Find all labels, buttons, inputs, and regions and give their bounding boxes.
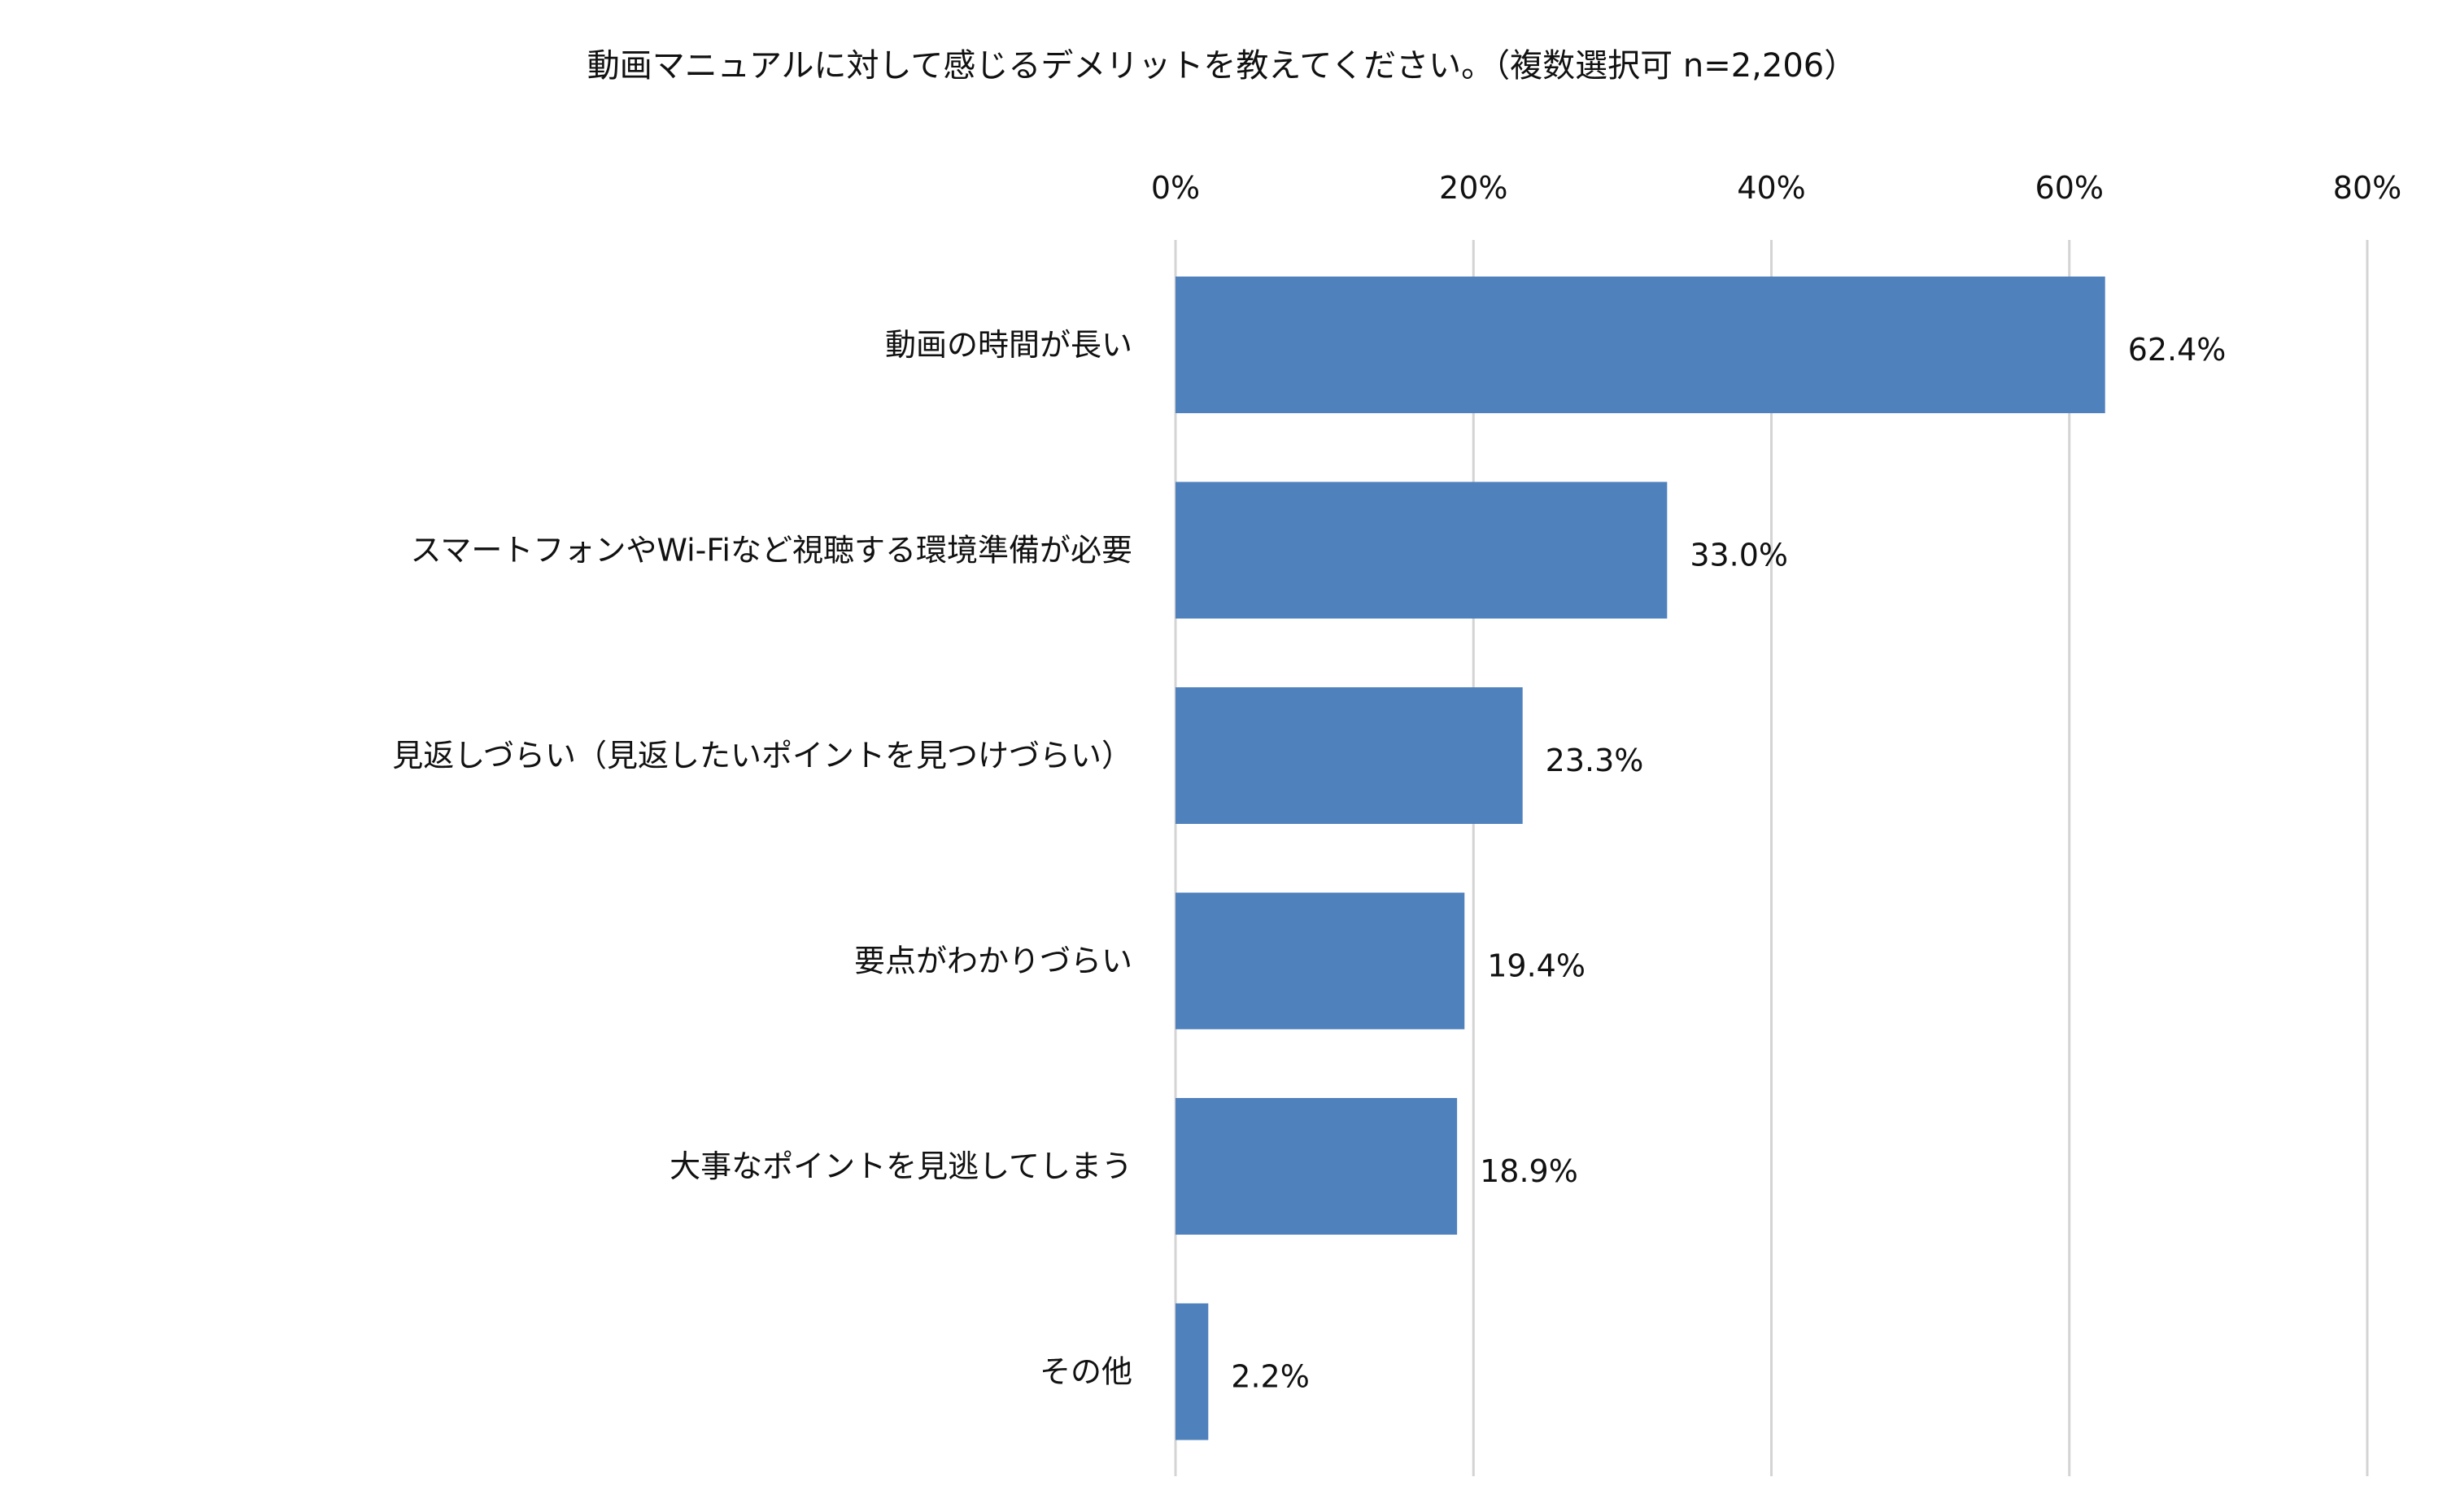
bar: [1176, 277, 2105, 413]
bars: [1176, 277, 2105, 1440]
x-tick-label: 20%: [1439, 170, 1507, 206]
category-label: 大事なポイントを見逃してしまう: [670, 1148, 1132, 1184]
x-tick-label: 60%: [2035, 170, 2104, 206]
value-label: 23.3%: [1546, 743, 1644, 778]
category-label: 動画の時間が長い: [885, 327, 1132, 363]
value-label: 62.4%: [2128, 332, 2227, 368]
x-axis-tick-labels: 0% 20% 40% 60% 80%: [1151, 170, 2401, 206]
category-label: スマートフォンやWi-Fiなど視聴する環境準備が必要: [410, 533, 1132, 569]
bar: [1176, 1303, 1209, 1440]
category-label: 要点がわかりづらい: [854, 943, 1132, 979]
gridlines: [1174, 240, 2369, 1476]
x-tick-label: 0%: [1151, 170, 1200, 206]
category-labels: 動画の時間が長いスマートフォンやWi-Fiなど視聴する環境準備が必要見返しづらい…: [392, 327, 1132, 1390]
value-labels: 62.4% 33.0% 23.3% 19.4% 18.9% 2.2%: [1231, 332, 2226, 1395]
value-label: 19.4%: [1487, 948, 1586, 984]
value-label: 33.0%: [1690, 538, 1788, 573]
bar: [1176, 1098, 1458, 1235]
chart-title: 動画マニュアルに対して感じるデメリットを教えてください。（複数選択可 n=2,2…: [587, 47, 1857, 85]
bar: [1176, 892, 1465, 1030]
bar: [1176, 481, 1668, 619]
value-label: 18.9%: [1480, 1153, 1578, 1189]
x-tick-label: 80%: [2333, 170, 2401, 206]
category-label: 見返しづらい（見返したいポイントを見つけづらい）: [392, 738, 1132, 773]
x-tick-label: 40%: [1737, 170, 1805, 206]
category-label: その他: [1040, 1354, 1132, 1390]
bar: [1176, 687, 1523, 824]
value-label: 2.2%: [1231, 1359, 1310, 1395]
